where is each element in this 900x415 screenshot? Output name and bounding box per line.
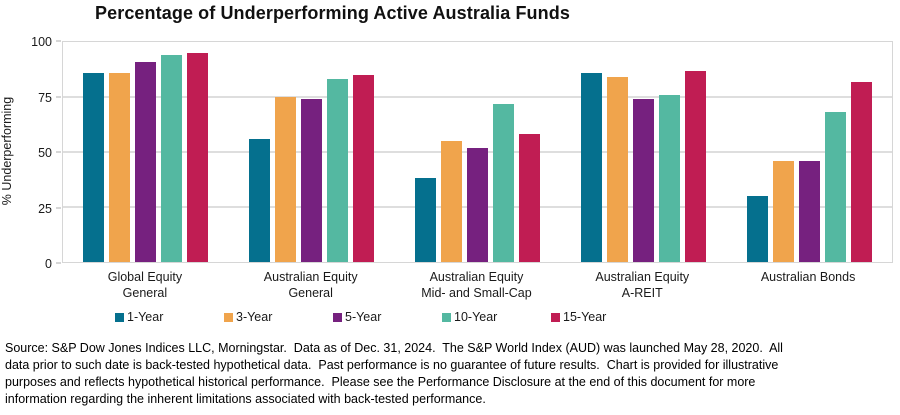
y-tick-mark-25	[56, 206, 61, 209]
legend-label: 1-Year	[127, 310, 164, 324]
y-tick-mark-0	[56, 262, 61, 264]
category-slot: Global Equity General	[62, 270, 228, 301]
bar-15-year	[187, 53, 209, 262]
category-slot: Australian Equity General	[228, 270, 394, 301]
legend-swatch-15-year	[551, 312, 560, 322]
category-label: Australian Equity General	[263, 270, 358, 300]
footer-disclosure: Source: S&P Dow Jones Indices LLC, Morni…	[5, 340, 898, 408]
y-axis-ticks: 0 25 50 75 100	[0, 35, 61, 271]
bar-5-year	[798, 160, 820, 262]
x-axis-labels: Global Equity General Australian Equity Gen…	[62, 270, 891, 301]
bar-group	[580, 42, 706, 262]
chart-title: Percentage of Underperforming Active Aus…	[95, 3, 570, 23]
bar-5-year	[135, 61, 157, 262]
chart: Percentage of Underperforming Active Aus…	[0, 3, 893, 326]
legend-label: 15-Year	[563, 310, 607, 324]
legend-swatch-1-year	[115, 312, 124, 322]
legend-item-3-year: 3-Year	[224, 310, 333, 324]
legend-item-15-year: 15-Year	[551, 310, 660, 324]
legend-label: 10-Year	[454, 310, 498, 324]
category-label: Global Equity General	[107, 270, 183, 300]
bar-groups	[63, 42, 892, 262]
bar-3-year	[772, 160, 794, 262]
legend-item-1-year: 1-Year	[115, 310, 224, 324]
y-tick-mark-100	[56, 40, 61, 42]
bar-1-year	[580, 72, 602, 262]
category-slot: Australian Equity Mid- and Small-Cap	[394, 270, 560, 301]
bar-10-year	[161, 55, 183, 262]
y-tick-label-0: 0	[45, 257, 52, 271]
bar-5-year	[466, 147, 488, 262]
bar-1-year	[746, 196, 768, 262]
bar-group	[249, 42, 375, 262]
bar-10-year	[824, 112, 846, 262]
legend-label: 5-Year	[345, 310, 382, 324]
legend: 1-Year 3-Year 5-Year 10-Year 15-Year	[115, 308, 660, 326]
y-tick-mark-75	[56, 95, 61, 98]
bar-3-year	[109, 72, 131, 262]
footer-line: purposes and reflects hypothetical histo…	[5, 375, 756, 389]
legend-swatch-10-year	[442, 312, 451, 322]
footer-line: data prior to such date is back-tested h…	[5, 358, 779, 372]
category-slot: Australian Equity A-REIT	[559, 270, 725, 301]
bar-1-year	[414, 178, 436, 262]
bar-group	[83, 42, 209, 262]
bar-1-year	[249, 138, 271, 262]
footer-line: Source: S&P Dow Jones Indices LLC, Morni…	[5, 341, 783, 355]
y-tick-label-25: 25	[38, 201, 52, 216]
bar-15-year	[684, 70, 706, 262]
legend-swatch-5-year	[333, 312, 342, 322]
bar-3-year	[275, 97, 297, 262]
legend-swatch-3-year	[224, 312, 233, 322]
y-tick-label-50: 50	[38, 146, 52, 160]
y-tick-label-75: 75	[38, 90, 52, 105]
category-label: Australian Bonds	[760, 270, 856, 284]
bar-5-year	[632, 99, 654, 262]
bar-10-year	[658, 94, 680, 262]
bar-1-year	[83, 72, 105, 262]
bar-15-year	[353, 75, 375, 262]
plot-area	[62, 41, 893, 263]
legend-item-5-year: 5-Year	[333, 310, 442, 324]
category-label: Australian Equity Mid- and Small-Cap	[421, 270, 532, 300]
bar-5-year	[301, 99, 323, 262]
bar-3-year	[606, 77, 628, 262]
bar-15-year	[518, 134, 540, 262]
bar-10-year	[492, 103, 514, 262]
legend-label: 3-Year	[236, 310, 273, 324]
y-tick-mark-50	[56, 151, 61, 153]
y-tick-label-100: 100	[31, 35, 52, 49]
footer-line: information regarding the inherent limit…	[5, 392, 486, 406]
bar-3-year	[440, 141, 462, 262]
gridline-75	[63, 96, 892, 98]
bar-15-year	[850, 81, 872, 262]
bar-group	[746, 42, 872, 262]
bar-group	[414, 42, 540, 262]
bar-10-year	[327, 79, 349, 262]
legend-item-10-year: 10-Year	[442, 310, 551, 324]
category-slot: Australian Bonds	[725, 270, 891, 301]
category-label: Australian Equity A-REIT	[595, 270, 690, 300]
